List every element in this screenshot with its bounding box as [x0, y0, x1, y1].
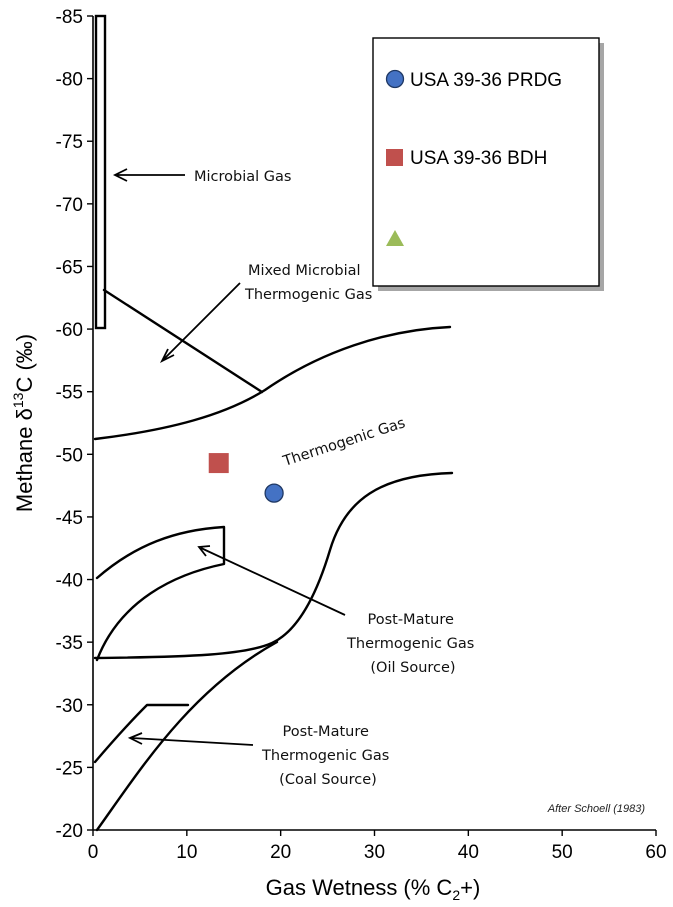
data-point-circle: [264, 483, 284, 503]
y-axis-title-superscript: 13: [10, 392, 26, 408]
arrow-mixed: [159, 282, 241, 364]
legend: USA 39-36 PRDG USA 39-36 BDH: [372, 37, 604, 291]
y-tick-label: -20: [56, 821, 83, 842]
x-tick-label: 50: [552, 842, 573, 863]
y-axis-title-main: Methane δ: [12, 408, 37, 512]
label-microbial-gas-line-1: Microbial Gas: [194, 169, 291, 185]
y-tick-label: -65: [56, 257, 83, 278]
y-tick-label: -50: [56, 445, 83, 466]
legend-marker-bdh: [386, 149, 403, 166]
label-postmature-oil-line-1: Post-Mature: [367, 612, 453, 628]
data-points: [208, 453, 284, 503]
label-mixed-gas-line-2: Thermogenic Gas: [244, 287, 372, 303]
legend-box: [372, 37, 600, 287]
y-axis-title: Methane δ13C (‰): [10, 334, 37, 512]
label-mixed-gas-line-1: Mixed Microbial: [248, 263, 361, 279]
legend-marker-triangle: [386, 230, 404, 246]
arrow-microbial: [112, 168, 185, 182]
y-tick-label: -25: [56, 758, 83, 779]
legend-label-prdg: USA 39-36 PRDG: [410, 70, 562, 91]
label-postmature-oil-line-2: Thermogenic Gas: [346, 636, 474, 652]
label-postmature-coal-line-3: (Coal Source): [279, 772, 377, 788]
y-tick-label: -75: [56, 132, 83, 153]
credit-text: After Schoell (1983): [547, 803, 646, 815]
y-tick-label: -55: [56, 383, 83, 404]
microbial-gas-field: [94, 14, 107, 330]
arrow-postmature-oil: [197, 545, 346, 616]
legend-marker-prdg: [385, 69, 405, 89]
thermogenic-upper-boundary: [93, 325, 452, 441]
y-tick-label: -40: [56, 571, 83, 592]
x-axis-title-tail: +): [460, 875, 480, 900]
y-tick-label: -70: [56, 195, 83, 216]
label-microbial-gas: Microbial Gas: [194, 169, 291, 185]
label-mixed-gas: Mixed Microbial Thermogenic Gas: [244, 263, 372, 303]
gas-field-boundaries: [93, 14, 454, 832]
label-postmature-coal: Post-Mature Thermogenic Gas (Coal Source…: [261, 724, 394, 788]
x-tick-label: 20: [270, 842, 291, 863]
y-axis-title-tail: C (‰): [12, 334, 37, 393]
postmature-coal-lower-boundary: [95, 640, 279, 832]
label-postmature-coal-line-1: Post-Mature: [282, 724, 368, 740]
y-tick-label: -30: [56, 696, 83, 717]
x-tick-label: 40: [458, 842, 479, 863]
y-tick-label: -60: [56, 320, 83, 341]
y-tick-label: -85: [56, 7, 83, 28]
label-postmature-coal-line-2: Thermogenic Gas: [261, 748, 389, 764]
annotation-arrows: [112, 168, 346, 746]
arrow-postmature-coal: [127, 732, 254, 746]
thermogenic-lower-boundary: [93, 471, 454, 660]
y-tick-label: -80: [56, 70, 83, 91]
x-tick-label: 0: [88, 842, 99, 863]
x-tick-label: 30: [364, 842, 385, 863]
x-axis-title-main: Gas Wetness (% C: [266, 875, 453, 900]
label-postmature-oil-line-3: (Oil Source): [370, 660, 455, 676]
y-tick-label: -35: [56, 633, 83, 654]
x-axis-title: Gas Wetness (% C2+): [266, 875, 481, 903]
x-tick-label: 10: [176, 842, 197, 863]
legend-label-bdh: USA 39-36 BDH: [410, 148, 547, 169]
label-postmature-oil: Post-Mature Thermogenic Gas (Oil Source): [346, 612, 479, 676]
y-tick-label: -45: [56, 508, 83, 529]
y-axis-ticks: -20 -25 -30 -35 -40 -45 -50 -55 -60 -65 -70 -75 -80 -…: [56, 7, 93, 842]
postmature-coal-upper-boundary: [93, 703, 190, 764]
x-axis-ticks: 0 10 20 30 40 50 60: [88, 830, 667, 863]
x-axis-title-subscript: 2: [452, 887, 460, 903]
data-point-square: [208, 453, 229, 474]
postmature-oil-field: [95, 525, 226, 662]
x-tick-label: 60: [645, 842, 666, 863]
